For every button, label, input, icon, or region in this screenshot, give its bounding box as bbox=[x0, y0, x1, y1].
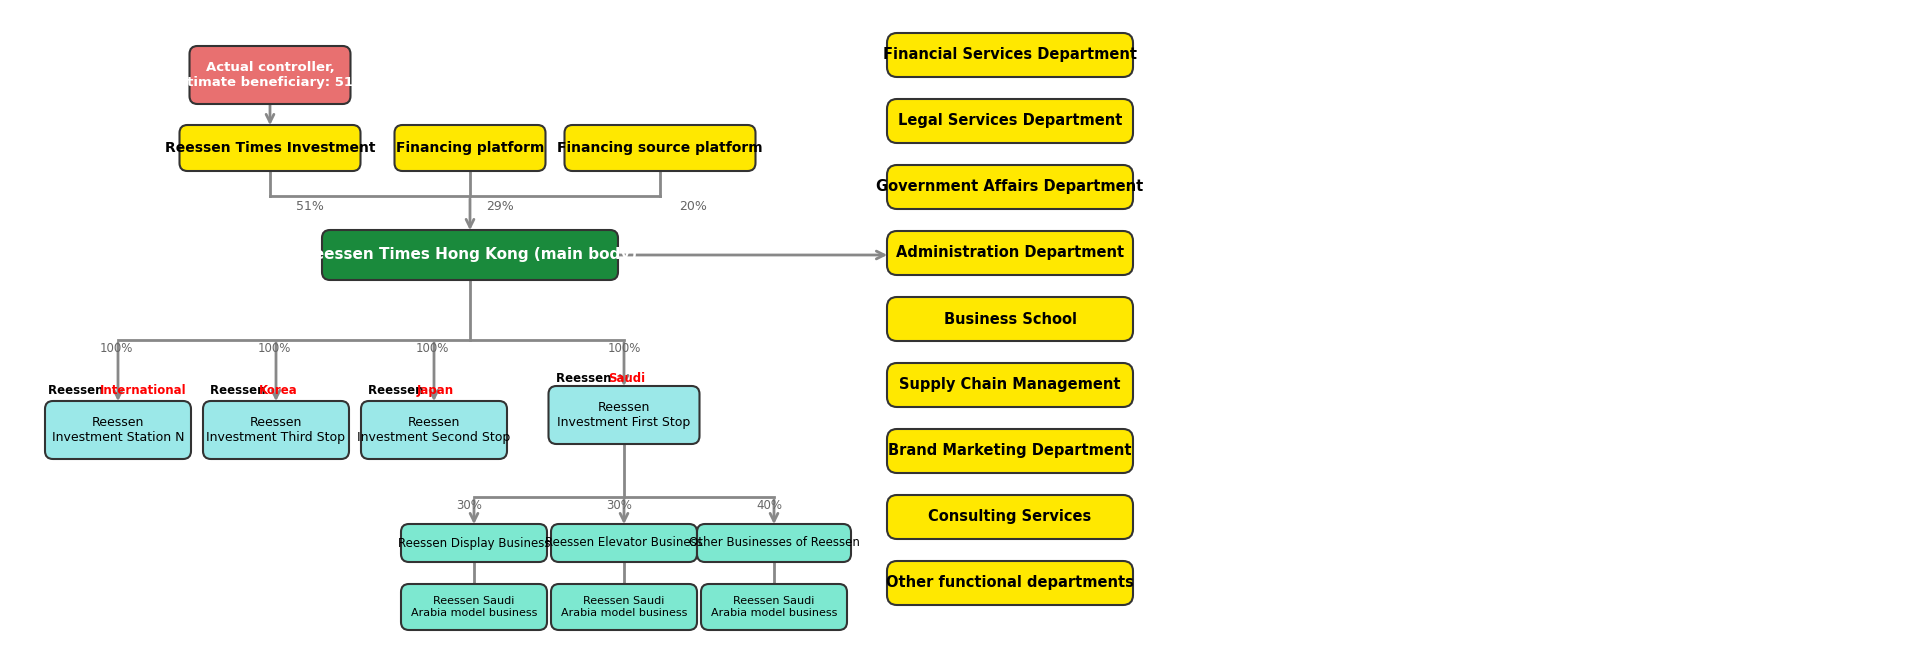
Text: Reessen Display Business: Reessen Display Business bbox=[397, 536, 551, 549]
Text: Other functional departments: Other functional departments bbox=[885, 575, 1135, 590]
Text: Reessen Saudi
Arabia model business: Reessen Saudi Arabia model business bbox=[710, 596, 837, 618]
FancyBboxPatch shape bbox=[887, 33, 1133, 77]
Text: Reessen
Investment Second Stop: Reessen Investment Second Stop bbox=[357, 416, 511, 444]
Text: 40%: 40% bbox=[756, 499, 781, 512]
FancyBboxPatch shape bbox=[697, 524, 851, 562]
Text: Supply Chain Management: Supply Chain Management bbox=[899, 378, 1121, 393]
FancyBboxPatch shape bbox=[204, 401, 349, 459]
Text: Reessen
Investment Third Stop: Reessen Investment Third Stop bbox=[207, 416, 346, 444]
FancyBboxPatch shape bbox=[323, 230, 618, 280]
Text: Reessen: Reessen bbox=[557, 372, 616, 385]
Text: Reessen Times Hong Kong (main body): Reessen Times Hong Kong (main body) bbox=[303, 248, 637, 263]
Text: 20%: 20% bbox=[680, 200, 707, 213]
FancyBboxPatch shape bbox=[887, 165, 1133, 209]
Text: 100%: 100% bbox=[257, 342, 292, 355]
FancyBboxPatch shape bbox=[551, 584, 697, 630]
FancyBboxPatch shape bbox=[887, 363, 1133, 407]
FancyBboxPatch shape bbox=[179, 125, 361, 171]
Text: Other Businesses of Reessen: Other Businesses of Reessen bbox=[689, 536, 860, 549]
FancyBboxPatch shape bbox=[394, 125, 545, 171]
FancyBboxPatch shape bbox=[887, 297, 1133, 341]
FancyBboxPatch shape bbox=[887, 231, 1133, 275]
Text: Reessen
Investment Station N: Reessen Investment Station N bbox=[52, 416, 184, 444]
Text: Reessen: Reessen bbox=[369, 384, 428, 397]
FancyBboxPatch shape bbox=[549, 386, 699, 444]
Text: Consulting Services: Consulting Services bbox=[929, 510, 1092, 525]
Text: Reessen Elevator Business: Reessen Elevator Business bbox=[545, 536, 703, 549]
Text: International: International bbox=[100, 384, 186, 397]
FancyBboxPatch shape bbox=[887, 561, 1133, 605]
Text: Saudi: Saudi bbox=[609, 372, 645, 385]
Text: Reessen Saudi
Arabia model business: Reessen Saudi Arabia model business bbox=[561, 596, 687, 618]
FancyBboxPatch shape bbox=[551, 524, 697, 562]
Text: Financing platform: Financing platform bbox=[396, 141, 543, 155]
Text: Reessen Saudi
Arabia model business: Reessen Saudi Arabia model business bbox=[411, 596, 538, 618]
Text: Reessen
Investment First Stop: Reessen Investment First Stop bbox=[557, 401, 691, 429]
FancyBboxPatch shape bbox=[190, 46, 351, 104]
Text: Korea: Korea bbox=[259, 384, 298, 397]
Text: 29%: 29% bbox=[486, 200, 515, 213]
Text: Financial Services Department: Financial Services Department bbox=[883, 47, 1137, 62]
FancyBboxPatch shape bbox=[701, 584, 847, 630]
Text: Business School: Business School bbox=[943, 311, 1077, 326]
Text: 100%: 100% bbox=[609, 342, 641, 355]
Text: 51%: 51% bbox=[296, 200, 324, 213]
Text: Financing source platform: Financing source platform bbox=[557, 141, 762, 155]
Text: Actual controller,
ultimate beneficiary: 51%: Actual controller, ultimate beneficiary:… bbox=[173, 61, 367, 89]
FancyBboxPatch shape bbox=[361, 401, 507, 459]
Text: Reessen: Reessen bbox=[48, 384, 108, 397]
FancyBboxPatch shape bbox=[887, 495, 1133, 539]
Text: 30%: 30% bbox=[457, 499, 482, 512]
Text: Legal Services Department: Legal Services Department bbox=[899, 114, 1121, 129]
Text: Brand Marketing Department: Brand Marketing Department bbox=[889, 443, 1131, 458]
Text: Japan: Japan bbox=[417, 384, 455, 397]
Text: 30%: 30% bbox=[607, 499, 632, 512]
Text: Administration Department: Administration Department bbox=[897, 246, 1123, 261]
Text: 100%: 100% bbox=[417, 342, 449, 355]
FancyBboxPatch shape bbox=[401, 584, 547, 630]
Text: 100%: 100% bbox=[100, 342, 132, 355]
FancyBboxPatch shape bbox=[887, 429, 1133, 473]
FancyBboxPatch shape bbox=[401, 524, 547, 562]
FancyBboxPatch shape bbox=[564, 125, 755, 171]
Text: Reessen: Reessen bbox=[209, 384, 269, 397]
Text: Reessen Times Investment: Reessen Times Investment bbox=[165, 141, 374, 155]
FancyBboxPatch shape bbox=[887, 99, 1133, 143]
Text: Government Affairs Department: Government Affairs Department bbox=[876, 179, 1144, 194]
FancyBboxPatch shape bbox=[44, 401, 190, 459]
